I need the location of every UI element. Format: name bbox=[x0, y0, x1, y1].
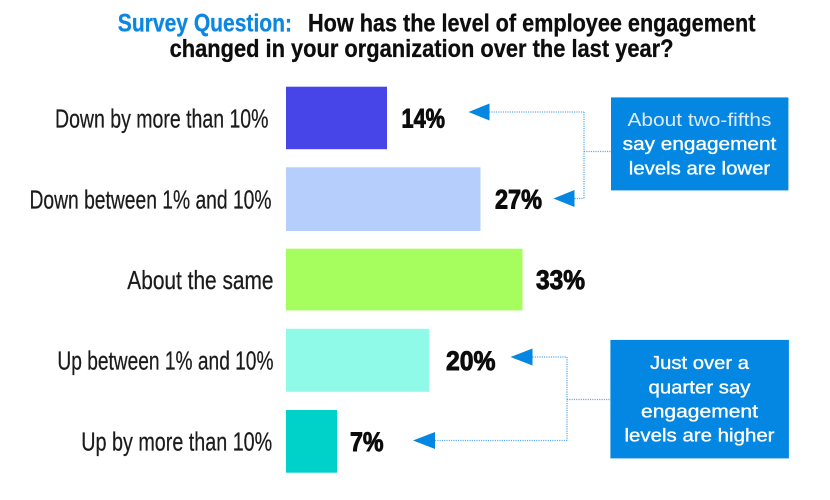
svg-text:engagement: engagement bbox=[641, 401, 758, 422]
svg-text:20%: 20% bbox=[446, 346, 496, 376]
svg-text:Down between 1% and 10%: Down between 1% and 10% bbox=[30, 185, 272, 215]
svg-text:7%: 7% bbox=[350, 427, 384, 457]
svg-text:levels are lower: levels are lower bbox=[629, 157, 770, 178]
svg-text:say engagement: say engagement bbox=[623, 133, 777, 154]
svg-text:14%: 14% bbox=[402, 104, 446, 134]
svg-text:Up by more than 10%: Up by more than 10% bbox=[81, 427, 272, 457]
svg-text:Up between 1% and 10%: Up between 1% and 10% bbox=[57, 346, 273, 376]
svg-text:27%: 27% bbox=[495, 185, 542, 215]
svg-text:About the same: About the same bbox=[127, 265, 273, 295]
svg-text:levels are higher: levels are higher bbox=[625, 425, 775, 446]
svg-text:changed in your organization o: changed in your organization over the la… bbox=[170, 35, 674, 63]
svg-text:About two-fifths: About two-fifths bbox=[628, 109, 772, 130]
svg-text:How has the level of employee: How has the level of employee engagement bbox=[308, 9, 756, 37]
svg-text:33%: 33% bbox=[536, 265, 585, 295]
svg-text:Down by more than 10%: Down by more than 10% bbox=[55, 103, 269, 133]
svg-text:Just over a: Just over a bbox=[650, 352, 750, 373]
svg-text:Survey Question:: Survey Question: bbox=[118, 9, 292, 37]
svg-text:quarter say: quarter say bbox=[649, 376, 752, 397]
